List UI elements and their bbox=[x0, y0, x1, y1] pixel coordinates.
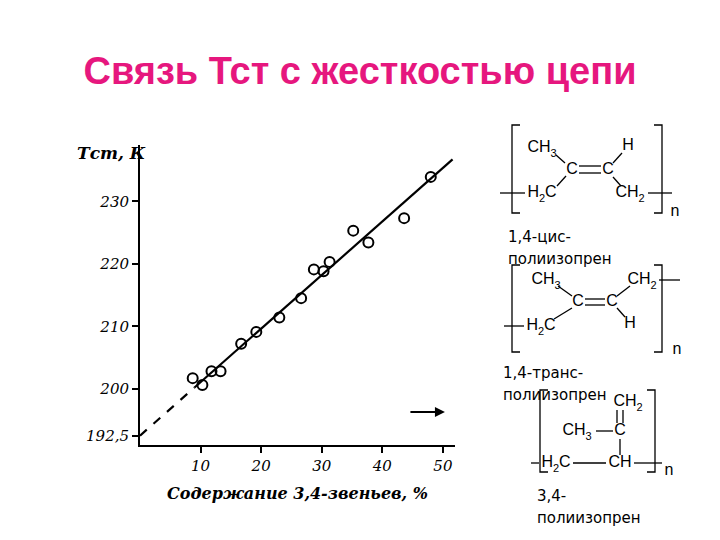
svg-text:n: n bbox=[665, 461, 674, 478]
svg-text:192,5: 192,5 bbox=[86, 427, 129, 445]
svg-text:H: H bbox=[624, 314, 636, 331]
svg-text:50: 50 bbox=[433, 457, 453, 475]
svg-text:40: 40 bbox=[372, 457, 393, 475]
svg-text:CH2: CH2 bbox=[615, 183, 644, 204]
svg-text:210: 210 bbox=[99, 318, 129, 336]
svg-text:H2C: H2C bbox=[526, 316, 555, 337]
svg-text:Тст, К: Тст, К bbox=[77, 143, 146, 163]
svg-text:H2C: H2C bbox=[527, 183, 556, 204]
svg-text:10: 10 bbox=[191, 457, 211, 475]
svg-text:n: n bbox=[671, 202, 680, 219]
svg-text:C: C bbox=[572, 292, 584, 309]
svg-text:C: C bbox=[606, 292, 618, 309]
svg-text:C: C bbox=[614, 421, 626, 438]
svg-text:n: n bbox=[673, 340, 682, 357]
html-text:1,4-транс-полиизопрен: 1,4-транс-полиизопрен bbox=[503, 364, 607, 404]
svg-text:30: 30 bbox=[312, 457, 332, 475]
html-text:1,4-цис-полиизопрен: 1,4-цис-полиизопрен bbox=[508, 228, 612, 268]
svg-text:CH3: CH3 bbox=[527, 138, 556, 159]
svg-text:CH2: CH2 bbox=[627, 270, 656, 291]
html-text:3,4-полиизопрен: 3,4-полиизопрен bbox=[537, 487, 641, 527]
svg-text:CH3: CH3 bbox=[531, 270, 560, 291]
svg-text:CH3: CH3 bbox=[562, 421, 591, 442]
svg-text:Содержание 3,4-звеньев, %: Содержание 3,4-звеньев, % bbox=[167, 484, 428, 503]
svg-text:200: 200 bbox=[99, 380, 129, 398]
svg-text:CH2: CH2 bbox=[613, 392, 642, 413]
svg-text:CH: CH bbox=[608, 453, 631, 470]
svg-text:H: H bbox=[622, 136, 634, 153]
svg-text:C: C bbox=[566, 160, 578, 177]
svg-text:220: 220 bbox=[99, 255, 129, 273]
svg-text:C: C bbox=[602, 160, 614, 177]
svg-text:H2C: H2C bbox=[541, 453, 570, 474]
svg-text:20: 20 bbox=[251, 457, 272, 475]
svg-text:Связь Тст с жесткостью цепи: Связь Тст с жесткостью цепи bbox=[83, 50, 636, 92]
svg-text:230: 230 bbox=[99, 193, 129, 211]
